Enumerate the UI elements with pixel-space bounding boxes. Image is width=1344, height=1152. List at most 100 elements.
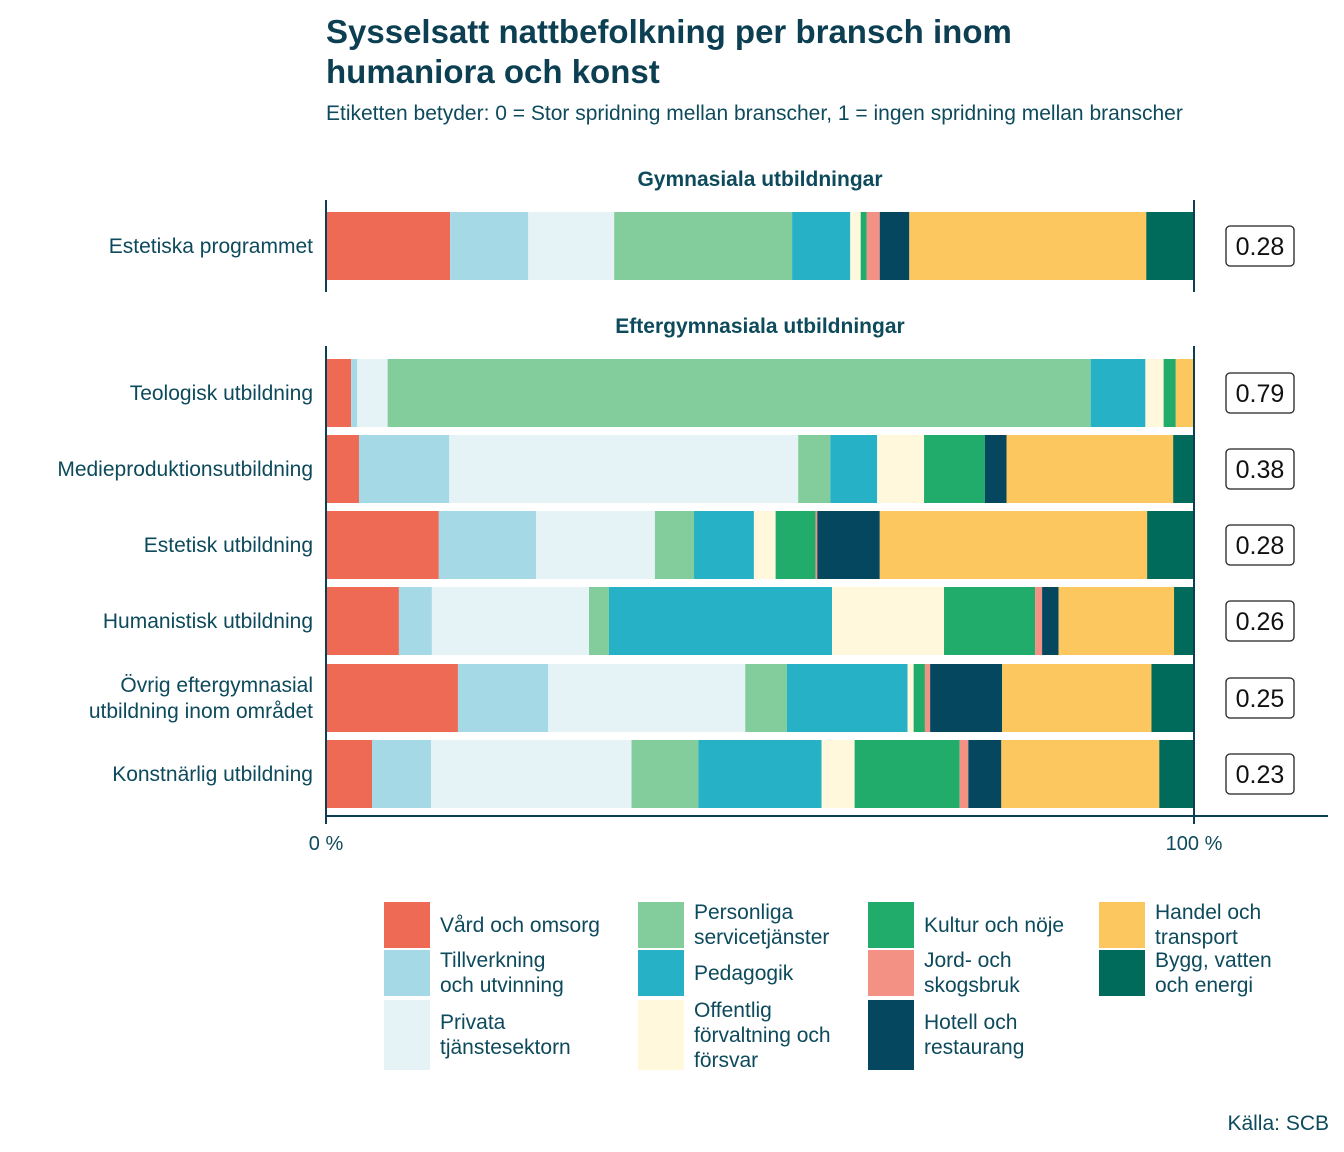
- bar-segment-kultur-och-nöje: [854, 740, 960, 808]
- legend-swatch: [868, 902, 914, 948]
- legend-label-line: Tillverkning: [440, 949, 546, 972]
- legend-label: Kultur och nöje: [924, 902, 1064, 948]
- bar-segment-offentlig-förvaltning-och-försvar: [850, 212, 861, 280]
- bar-segment-offentlig-förvaltning-och-försvar: [1145, 359, 1164, 427]
- legend-swatch: [1099, 902, 1145, 948]
- legend-swatch: [1099, 950, 1145, 996]
- bar-segment-kultur-och-nöje: [1163, 359, 1176, 427]
- bar-segment-kultur-och-nöje: [913, 664, 925, 732]
- chart-title: Sysselsatt nattbefolkning per bransch in…: [326, 12, 1226, 92]
- legend-swatch: [384, 902, 430, 948]
- bar-segment-vård-och-omsorg: [326, 664, 458, 732]
- bar-segment-hotell-och-restaurang: [1042, 587, 1059, 655]
- legend-label-line: skogsbruk: [924, 974, 1020, 997]
- bar-segment-handel-och-transport: [1175, 359, 1194, 427]
- bar-segment-jord-och-skogsbruk: [815, 511, 818, 579]
- index-label: 0.23: [1236, 761, 1285, 789]
- bar-segment-privata-tjänstesektorn: [548, 664, 746, 732]
- bar-segment-hotell-och-restaurang: [930, 664, 1003, 732]
- bar-segment-handel-och-transport: [1058, 587, 1175, 655]
- bar-segment-hotell-och-restaurang: [984, 435, 1007, 503]
- bar-segment-privata-tjänstesektorn: [431, 740, 632, 808]
- bar-segment-vård-och-omsorg: [326, 740, 372, 808]
- index-label: 0.28: [1236, 532, 1285, 560]
- bar-segment-hotell-och-restaurang: [879, 212, 910, 280]
- bar-segment-personliga-servicetjänster: [798, 435, 831, 503]
- bar-segment-privata-tjänstesektorn: [536, 511, 655, 579]
- legend-label: Offentlig förvaltning och försvar: [694, 998, 831, 1072]
- bar-segment-personliga-servicetjänster: [631, 740, 699, 808]
- legend-label-line: Handel och: [1155, 901, 1262, 924]
- legend-label: Bygg, vatten och energi: [1155, 949, 1272, 997]
- legend-label: Handel och transport: [1155, 901, 1262, 949]
- index-label: 0.38: [1236, 456, 1285, 484]
- bar-segment-personliga-servicetjänster: [654, 511, 695, 579]
- legend-label: Jord- och skogsbruk: [924, 949, 1020, 997]
- index-label: 0.28: [1236, 233, 1285, 261]
- index-label-box: [1225, 448, 1295, 490]
- legend-label-line: Offentlig: [694, 998, 772, 1022]
- legend-label-line: försvar: [694, 1048, 759, 1072]
- legend-label: Tillverkning och utvinning: [440, 949, 564, 997]
- legend-label-line: Bygg, vatten: [1155, 949, 1272, 972]
- legend-swatch: [638, 902, 684, 948]
- bar-segment-tillverkning-och-utvinning: [351, 359, 358, 427]
- source-note: Källa: SCB: [1227, 1112, 1329, 1135]
- bar-segment-vård-och-omsorg: [326, 359, 352, 427]
- row-label: Teologisk utbildning: [130, 382, 313, 405]
- bar-segment-kultur-och-nöje: [944, 587, 1036, 655]
- bar-segment-bygg-vatten-och-energi: [1146, 212, 1194, 280]
- bar-segment-kultur-och-nöje: [860, 212, 867, 280]
- bar-segment-pedagogik: [1090, 359, 1146, 427]
- bar-segment-pedagogik: [694, 511, 754, 579]
- index-label-box: [1225, 677, 1295, 719]
- legend-label-line: servicetjänster: [694, 926, 830, 949]
- chart-title-line-2: humaniora och konst: [326, 53, 660, 90]
- legend-label: Personliga servicetjänster: [694, 901, 830, 949]
- index-label-box: [1225, 372, 1295, 414]
- bar-segment-bygg-vatten-och-energi: [1173, 435, 1194, 503]
- bar-segment-personliga-servicetjänster: [589, 587, 609, 655]
- bar-segment-tillverkning-och-utvinning: [372, 740, 432, 808]
- chart-area: Gymnasiala utbildningar Estetiska program…: [57, 168, 1328, 855]
- x-tick-label: 0 %: [309, 833, 344, 855]
- row-label: utbildning inom området: [89, 700, 313, 723]
- legend-label-line: Hotell och: [924, 1011, 1018, 1034]
- bar-segment-vård-och-omsorg: [326, 511, 439, 579]
- bar-segment-personliga-servicetjänster: [614, 212, 793, 280]
- index-label-box: [1225, 600, 1295, 642]
- bar-segment-pedagogik: [830, 435, 878, 503]
- legend-label-line: Privata: [440, 1011, 506, 1034]
- bar-segment-bygg-vatten-och-energi: [1159, 740, 1194, 808]
- bar-segment-jord-och-skogsbruk: [924, 664, 931, 732]
- index-label: 0.26: [1236, 608, 1285, 636]
- bar-segment-tillverkning-och-utvinning: [358, 435, 450, 503]
- bar-segment-handel-och-transport: [1002, 664, 1152, 732]
- bar-segment-jord-och-skogsbruk: [1035, 587, 1043, 655]
- bar-segment-hotell-och-restaurang: [817, 511, 880, 579]
- row-label: Övrig eftergymnasial: [120, 674, 313, 697]
- bar-segment-handel-och-transport: [1001, 740, 1160, 808]
- row-label: Estetisk utbildning: [144, 534, 313, 557]
- bar-segment-personliga-servicetjänster: [387, 359, 1091, 427]
- legend-label-line: och energi: [1155, 974, 1254, 997]
- index-label-box: [1225, 524, 1295, 566]
- legend-label-line: Jord- och: [924, 949, 1012, 972]
- chart-title-line-1: Sysselsatt nattbefolkning per bransch in…: [326, 13, 1012, 50]
- legend-label-line: förvaltning och: [694, 1023, 831, 1047]
- bar-segment-vård-och-omsorg: [326, 212, 451, 280]
- legend-swatch: [638, 1000, 684, 1070]
- row-label: Estetiska programmet: [109, 235, 313, 258]
- legend-label-line: Pedagogik: [694, 961, 794, 985]
- legend-swatch: [638, 950, 684, 996]
- legend-label-line: och utvinning: [440, 974, 564, 997]
- legend-label-line: transport: [1155, 926, 1238, 949]
- bar-segment-offentlig-förvaltning-och-försvar: [832, 587, 945, 655]
- legend-label-line: Kultur och nöje: [924, 913, 1065, 937]
- bar-segment-kultur-och-nöje: [924, 435, 985, 503]
- bar-segment-vård-och-omsorg: [326, 435, 359, 503]
- bar-segment-privata-tjänstesektorn: [449, 435, 799, 503]
- bar-segment-bygg-vatten-och-energi: [1147, 511, 1194, 579]
- legend-label-line: Personliga: [694, 901, 794, 924]
- bar-segment-handel-och-transport: [909, 212, 1147, 280]
